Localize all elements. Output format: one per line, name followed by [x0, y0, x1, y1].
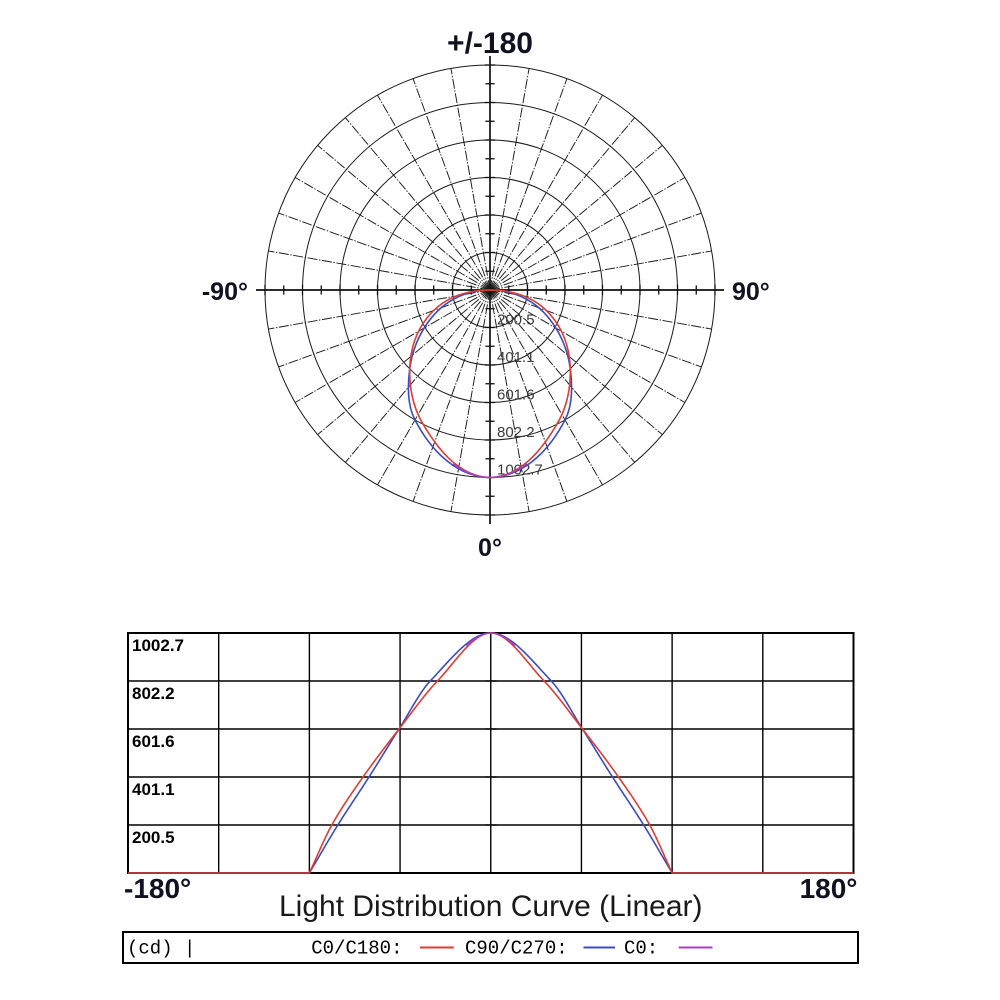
svg-text:-180°: -180°: [124, 873, 191, 904]
svg-text:1002.7: 1002.7: [132, 636, 184, 655]
svg-text:401.1: 401.1: [497, 349, 535, 366]
svg-text:-90°: -90°: [202, 278, 248, 306]
svg-text:+/-180: +/-180: [447, 27, 533, 60]
svg-text:Light Distribution Curve (Line: Light Distribution Curve (Linear): [279, 890, 703, 923]
svg-text:180°: 180°: [800, 873, 858, 904]
svg-text:802.2: 802.2: [132, 684, 175, 703]
svg-text:C0/C180:: C0/C180:: [311, 938, 402, 960]
svg-text:C0:: C0:: [624, 938, 658, 960]
svg-text:601.6: 601.6: [497, 387, 535, 404]
svg-text:802.2: 802.2: [497, 424, 535, 441]
svg-text:200.5: 200.5: [132, 828, 175, 847]
svg-text:C90/C270:: C90/C270:: [465, 938, 568, 960]
svg-text:(cd) |: (cd) |: [127, 938, 195, 960]
svg-text:601.6: 601.6: [132, 732, 175, 751]
svg-text:200.5: 200.5: [497, 312, 535, 329]
svg-text:0°: 0°: [478, 534, 502, 562]
svg-text:401.1: 401.1: [132, 780, 175, 799]
svg-text:90°: 90°: [732, 278, 770, 306]
